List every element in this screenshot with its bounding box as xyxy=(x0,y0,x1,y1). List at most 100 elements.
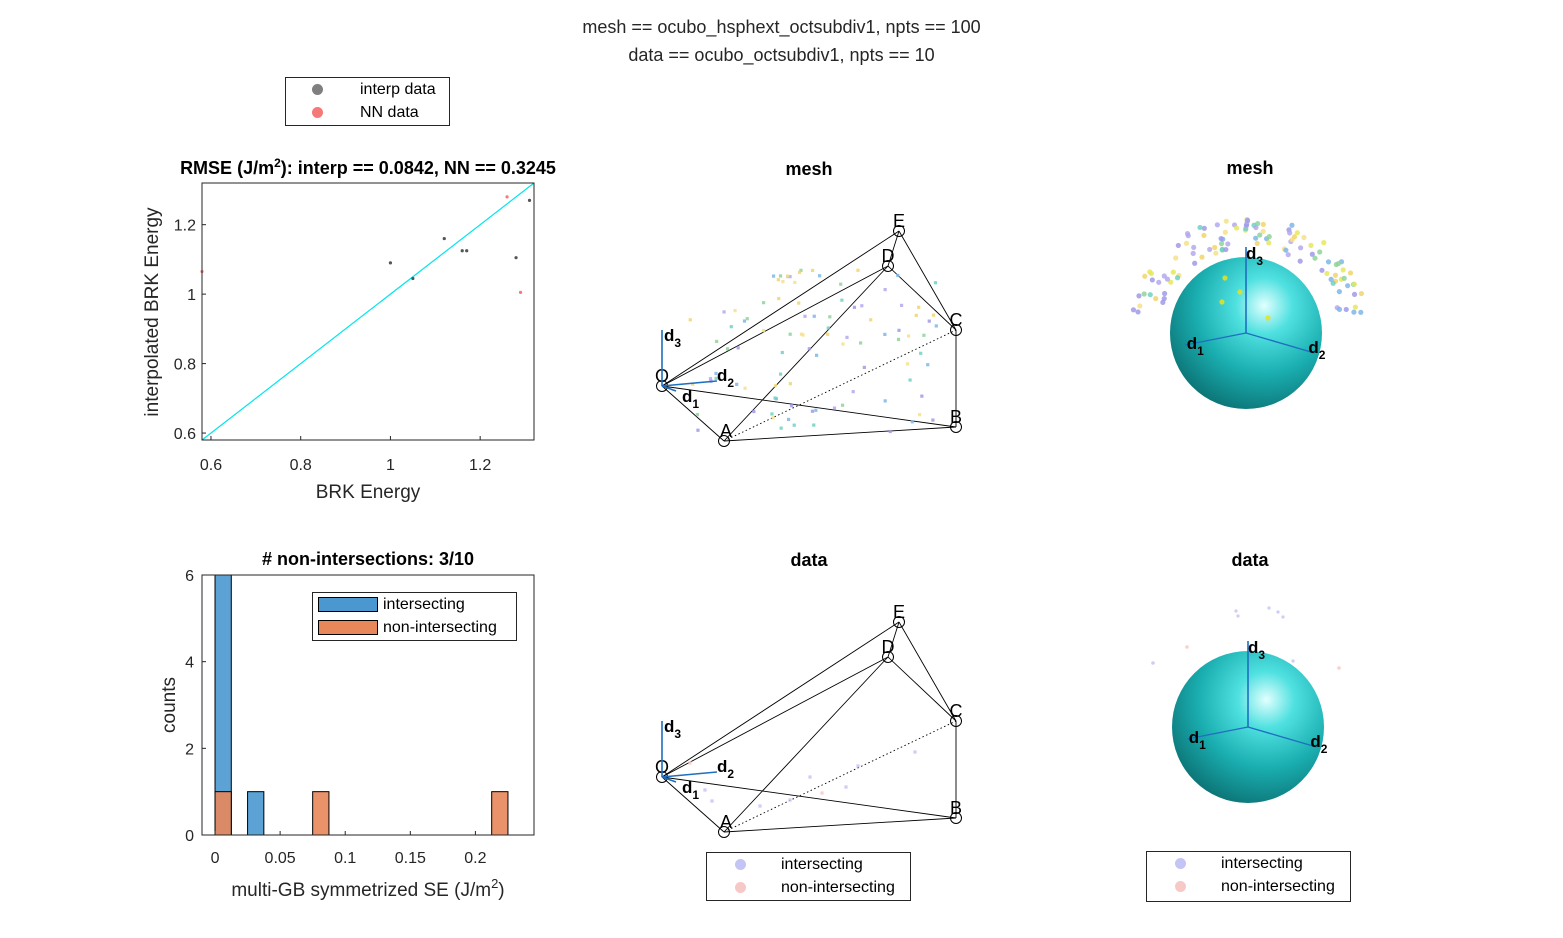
scatter-point-interp-6 xyxy=(527,198,532,202)
polyhedron-edge xyxy=(661,776,957,819)
polyhedron-edge xyxy=(887,230,900,267)
polyhedron-point-53 xyxy=(773,384,777,388)
sphere-point-106 xyxy=(1244,217,1251,223)
polyhedron-point-56 xyxy=(792,423,796,427)
polyhedron-point-33 xyxy=(797,270,802,274)
histogram-bar-intersecting-1 xyxy=(247,791,265,836)
sphere-axis-d2 xyxy=(1247,726,1317,748)
vertex-marker-E xyxy=(893,616,905,628)
sphere-axis-d2 xyxy=(1245,332,1315,354)
polyhedron-point-77 xyxy=(778,274,783,278)
sphere-point-3 xyxy=(1336,289,1342,295)
sphere-point-31 xyxy=(1345,283,1351,289)
polyhedron-point-1 xyxy=(786,417,791,422)
histogram-x-tick-label: 0.2 xyxy=(464,850,486,867)
axis-d2-label: d2 xyxy=(717,366,734,390)
polyhedron-point-18 xyxy=(862,365,866,369)
polyhedron-point-61 xyxy=(840,298,844,302)
sphere-point-5 xyxy=(1291,659,1295,663)
sphere-point-10 xyxy=(1168,279,1174,285)
sphere-point-81 xyxy=(1156,279,1162,285)
polyhedron-point-16 xyxy=(743,386,747,390)
polyhedron-point-14 xyxy=(788,332,792,336)
scatter-point-interp-3 xyxy=(460,249,464,253)
vertex-label-A: A xyxy=(720,421,732,441)
sphere-point-39 xyxy=(1351,309,1357,315)
legend-entry-non-intersecting: non-intersecting xyxy=(313,616,516,639)
polyhedron-point-71 xyxy=(933,281,938,285)
polyhedron-point-51 xyxy=(883,332,887,336)
polyhedron-point-12 xyxy=(914,313,918,317)
polyhedron-point-55 xyxy=(856,268,860,272)
sphere-point-32 xyxy=(1190,250,1196,256)
polyhedron-point-7 xyxy=(896,337,901,342)
sphere-point-7 xyxy=(1185,645,1189,649)
histogram-title: # non-intersections: 3/10 xyxy=(262,549,474,569)
scatter-point-interp-5 xyxy=(514,256,518,260)
sphere-point-54 xyxy=(1352,304,1359,310)
polyhedron-point-32 xyxy=(799,268,803,272)
polyhedron-point-25 xyxy=(793,280,797,284)
axis-d1-label: d1 xyxy=(682,387,699,411)
scatter-x-tick-label: 0.8 xyxy=(290,457,312,474)
polyhedron-point-69 xyxy=(814,408,818,412)
sphere-point-2 xyxy=(1253,235,1259,241)
scatter-x-tick-label: 1.2 xyxy=(469,457,491,474)
polyhedron-point-13 xyxy=(799,332,804,336)
polyhedron-point-86 xyxy=(807,347,811,351)
sphere-point-113 xyxy=(1219,299,1225,305)
polyhedron-edge xyxy=(661,656,889,778)
legend-label-non-intersecting: non-intersecting xyxy=(383,619,497,636)
scatter-legend: interp data NN data xyxy=(285,77,450,126)
sphere-point-97 xyxy=(1291,234,1298,240)
sphere-point-43 xyxy=(1147,269,1153,275)
identity-line xyxy=(201,182,535,441)
legend-marker-sphere-non-intersecting xyxy=(1175,881,1186,892)
sphere-point-28 xyxy=(1254,240,1260,247)
sphere-point-71 xyxy=(1260,228,1266,234)
polyhedron-point-28 xyxy=(840,403,845,407)
sphere-point-40 xyxy=(1213,250,1219,256)
sphere-point-26 xyxy=(1191,244,1197,251)
polyhedron-point-88 xyxy=(770,412,774,416)
sphere-point-4 xyxy=(1281,615,1285,619)
scatter-x-tick-label: 0.6 xyxy=(200,457,222,474)
legend-label-sphere-non-intersecting: non-intersecting xyxy=(1221,878,1335,895)
polyhedron-edge xyxy=(723,426,957,442)
sphere-point-0 xyxy=(1340,267,1346,273)
data-sphere-panel: data d3 d2 d1 xyxy=(1151,550,1341,803)
vertex-label-C: C xyxy=(950,310,963,330)
legend-marker-interp xyxy=(312,84,323,95)
polyhedron-point-40 xyxy=(742,319,747,323)
sphere-point-60 xyxy=(1266,234,1272,240)
polyhedron-point-94 xyxy=(810,268,815,273)
sphere-point-36 xyxy=(1301,234,1307,241)
sphere-point-0 xyxy=(1234,609,1238,613)
polyhedron-point-75 xyxy=(832,406,837,410)
sphere-point-104 xyxy=(1289,222,1295,228)
polyhedron-point-62 xyxy=(752,409,756,414)
polyhedron-point-50 xyxy=(812,423,816,427)
sphere-point-107 xyxy=(1336,306,1343,312)
polyhedron-edge xyxy=(661,385,957,428)
scatter-title: RMSE (J/m2): interp == 0.0842, NN == 0.3… xyxy=(180,156,556,178)
polyhedron-point-89 xyxy=(907,334,911,338)
polyhedron-point-73 xyxy=(745,317,749,321)
polyhedron-point-65 xyxy=(818,274,822,278)
vertex-marker-B xyxy=(950,812,962,824)
sphere-point-53 xyxy=(1308,242,1314,248)
sphere-point-23 xyxy=(1294,230,1300,236)
sphere-point-80 xyxy=(1174,275,1181,281)
polyhedron-point-9 xyxy=(839,282,843,286)
polyhedron-point-6 xyxy=(820,791,824,795)
sphere-point-109 xyxy=(1160,299,1166,305)
figure-title-line-2: data == ocubo_octsubdiv1, npts == 10 xyxy=(628,45,935,65)
sphere-point-69 xyxy=(1358,290,1364,297)
polyhedron-point-80 xyxy=(905,362,910,366)
sphere-point-112 xyxy=(1265,315,1271,321)
sphere-point-91 xyxy=(1335,260,1342,267)
sphere-point-100 xyxy=(1257,232,1263,238)
histogram-x-tick-label: 0.15 xyxy=(395,850,426,867)
polyhedron-point-90 xyxy=(786,274,790,278)
